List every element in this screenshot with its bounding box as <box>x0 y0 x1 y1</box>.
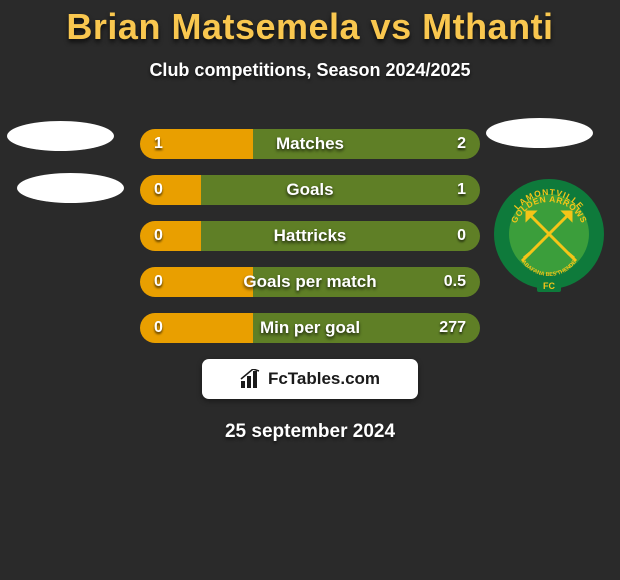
stat-left-value: 0 <box>154 227 163 245</box>
stat-row: 0 1 Goals <box>140 175 480 205</box>
crest-text-inner: ABAFANA BES'THENDE <box>520 259 578 278</box>
stat-right-value: 0.5 <box>444 273 466 291</box>
stat-label: Matches <box>276 134 344 154</box>
stat-right-value: 0 <box>457 227 466 245</box>
stat-right-value: 277 <box>439 319 466 337</box>
player1-club-badge-1 <box>7 121 114 151</box>
stats-list: 1 2 Matches 0 1 Goals 0 0 Hattricks 0 0.5 Goals per… <box>140 129 480 343</box>
stat-left-value: 1 <box>154 135 163 153</box>
stat-label: Goals <box>286 180 333 200</box>
stat-row: 0 0 Hattricks <box>140 221 480 251</box>
stat-label: Min per goal <box>260 318 360 338</box>
crest-text-fc: FC <box>543 281 555 291</box>
brand-text: FcTables.com <box>268 369 380 389</box>
svg-text:LAMONTVILLE: LAMONTVILLE <box>512 187 586 212</box>
stat-row: 0 0.5 Goals per match <box>140 267 480 297</box>
player2-club-badge-2: LAMONTVILLE GOLDEN ARROWS ABAFANA BES'TH… <box>494 176 604 292</box>
stat-row: 1 2 Matches <box>140 129 480 159</box>
page-title: Brian Matsemela vs Mthanti <box>0 6 620 48</box>
golden-arrows-crest-icon: LAMONTVILLE GOLDEN ARROWS ABAFANA BES'TH… <box>494 176 604 292</box>
svg-text:ABAFANA BES'THENDE: ABAFANA BES'THENDE <box>520 259 578 278</box>
stat-right-value: 1 <box>457 181 466 199</box>
stat-row: 0 277 Min per goal <box>140 313 480 343</box>
bar-chart-icon <box>240 369 262 389</box>
stat-left-value: 0 <box>154 181 163 199</box>
stat-left-value: 0 <box>154 273 163 291</box>
player1-club-badge-2 <box>17 173 124 203</box>
crest-text-mid: GOLDEN ARROWS <box>509 194 589 225</box>
brand-box: FcTables.com <box>202 359 418 399</box>
stat-right-value: 2 <box>457 135 466 153</box>
date-text: 25 september 2024 <box>0 421 620 443</box>
stat-left-value: 0 <box>154 319 163 337</box>
comparison-infographic: Brian Matsemela vs Mthanti Club competit… <box>0 0 620 580</box>
page-subtitle: Club competitions, Season 2024/2025 <box>0 60 620 81</box>
stat-label: Hattricks <box>274 226 347 246</box>
crest-text-top: LAMONTVILLE <box>512 187 586 212</box>
stat-label: Goals per match <box>243 272 376 292</box>
svg-text:GOLDEN ARROWS: GOLDEN ARROWS <box>509 194 589 225</box>
player2-club-badge-1 <box>486 118 593 148</box>
